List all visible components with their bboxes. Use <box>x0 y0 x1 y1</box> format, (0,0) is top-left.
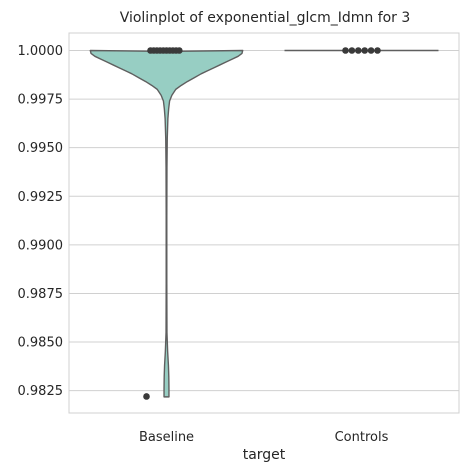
data-point <box>361 47 369 54</box>
data-point <box>143 393 150 400</box>
grid-lines <box>69 49 459 392</box>
data-point <box>348 47 356 54</box>
y-axis-ticks: 0.9825 0.9850 0.9875 0.9900 0.9925 0.9950 0.99… <box>18 44 64 399</box>
x-tick-label: Controls <box>335 430 389 445</box>
data-points <box>143 47 381 400</box>
data-point <box>342 47 349 54</box>
y-tick-label: 0.9825 <box>18 384 64 399</box>
x-axis-ticks: Baseline Controls <box>139 430 389 445</box>
y-tick-label: 0.9975 <box>18 93 64 108</box>
data-point <box>367 47 375 54</box>
x-axis-title: target <box>243 447 286 463</box>
y-tick-label: 0.9875 <box>18 287 64 302</box>
y-tick-label: 0.9925 <box>18 190 64 205</box>
data-point <box>176 47 183 54</box>
plot-frame <box>68 32 460 414</box>
violin-body <box>89 49 244 398</box>
y-tick-label: 1.0000 <box>18 44 64 59</box>
data-point <box>374 47 381 54</box>
y-tick-label: 0.9900 <box>18 238 64 253</box>
violin-bodies <box>89 49 439 398</box>
y-tick-label: 0.9950 <box>18 141 64 156</box>
y-tick-label: 0.9850 <box>18 336 64 351</box>
x-tick-label: Baseline <box>139 430 194 445</box>
data-point <box>355 47 362 54</box>
chart-title: Violinplot of exponential_glcm_Idmn for … <box>120 10 411 26</box>
